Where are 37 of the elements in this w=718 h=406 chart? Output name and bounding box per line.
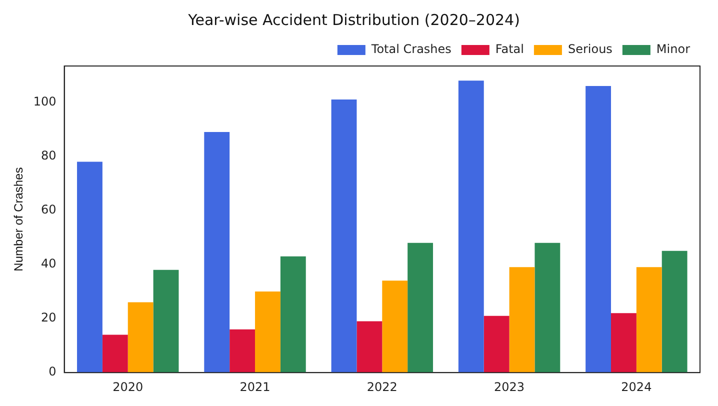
- bar: [484, 316, 510, 373]
- bar: [102, 334, 128, 373]
- legend-label: Minor: [656, 42, 690, 56]
- y-axis-title: Number of Crashes: [12, 167, 26, 272]
- y-tick-label: 40: [41, 256, 56, 271]
- bar: [128, 302, 154, 373]
- y-tick-label: 80: [41, 148, 56, 162]
- chart-title: Year-wise Accident Distribution (2020–2024): [187, 10, 520, 29]
- bar: [509, 267, 535, 373]
- y-tick-label: 20: [41, 310, 56, 325]
- legend-label: Total Crashes: [370, 42, 452, 56]
- bar: [255, 291, 280, 373]
- bar: [586, 86, 612, 373]
- x-tick-label: 2021: [240, 380, 270, 394]
- bar: [153, 270, 179, 373]
- bar: [636, 267, 662, 373]
- legend-label: Fatal: [495, 42, 524, 56]
- bar: [331, 100, 357, 373]
- bar: [408, 242, 434, 373]
- bar: [280, 256, 306, 373]
- bar: [662, 250, 688, 373]
- bar: [356, 321, 382, 373]
- x-tick-label: 2020: [112, 380, 144, 394]
- x-tick-label: 2023: [494, 380, 525, 394]
- bar: [611, 313, 636, 373]
- y-tick-label: 60: [41, 202, 56, 217]
- legend-label: Serious: [568, 42, 612, 56]
- bar: [77, 162, 102, 373]
- x-tick-label: 2024: [621, 380, 652, 394]
- bar: [230, 329, 256, 373]
- bar: [534, 242, 560, 373]
- y-tick-label: 0: [48, 364, 56, 379]
- bar: [382, 280, 408, 373]
- bar: [458, 80, 484, 373]
- x-tick-label: 2022: [366, 380, 398, 394]
- y-tick-label: 100: [33, 94, 56, 108]
- bar: [204, 132, 230, 373]
